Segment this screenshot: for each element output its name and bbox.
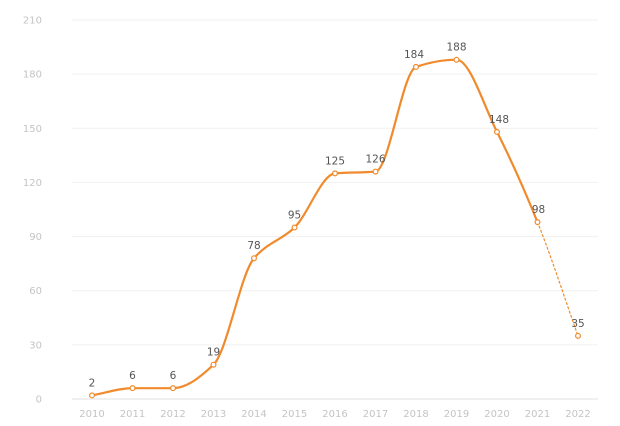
x-tick-label: 2014 bbox=[241, 409, 266, 420]
data-label: 95 bbox=[288, 210, 301, 222]
data-label: 126 bbox=[365, 154, 385, 166]
data-point bbox=[372, 168, 379, 175]
data-label: 2 bbox=[89, 377, 96, 389]
data-point bbox=[88, 392, 95, 399]
data-point bbox=[291, 224, 298, 231]
x-tick-label: 2013 bbox=[201, 409, 226, 420]
x-tick-label: 2012 bbox=[160, 409, 185, 420]
series-line-forecast bbox=[536, 221, 579, 337]
x-tick-label: 2020 bbox=[484, 409, 509, 420]
y-tick-label: 120 bbox=[23, 178, 42, 189]
data-label: 78 bbox=[247, 240, 260, 252]
data-points bbox=[88, 56, 581, 399]
data-label: 184 bbox=[404, 49, 424, 61]
data-point bbox=[534, 219, 541, 226]
data-point bbox=[413, 63, 420, 70]
x-tick-label: 2015 bbox=[282, 409, 307, 420]
data-label: 188 bbox=[446, 42, 466, 54]
y-tick-label: 180 bbox=[23, 70, 42, 81]
x-tick-label: 2019 bbox=[444, 409, 469, 420]
data-point bbox=[453, 56, 460, 63]
data-label: 98 bbox=[532, 204, 545, 216]
data-label: 125 bbox=[325, 155, 345, 167]
y-tick-label: 0 bbox=[36, 395, 42, 406]
data-point bbox=[332, 170, 339, 177]
data-point bbox=[210, 361, 217, 368]
data-labels: 2 6 6 19 78 95 125 126 184 188 148 98 35 bbox=[89, 42, 585, 390]
y-tick-label: 90 bbox=[29, 232, 42, 243]
data-point bbox=[170, 385, 177, 392]
data-point bbox=[129, 385, 136, 392]
data-label: 6 bbox=[170, 370, 177, 382]
x-tick-label: 2016 bbox=[322, 409, 347, 420]
data-point bbox=[494, 128, 501, 135]
x-tick-label: 2021 bbox=[525, 409, 550, 420]
y-tick-label: 30 bbox=[29, 340, 42, 351]
gridlines bbox=[72, 19, 598, 400]
x-tick-label: 2022 bbox=[565, 409, 590, 420]
x-axis-tick-labels: 2010 2011 2012 2013 2014 2015 2016 2017 2018 2019… bbox=[79, 409, 590, 420]
y-tick-label: 150 bbox=[23, 124, 42, 135]
data-point bbox=[251, 255, 258, 262]
data-label: 148 bbox=[489, 114, 509, 126]
x-tick-label: 2010 bbox=[79, 409, 104, 420]
y-tick-label: 210 bbox=[23, 16, 42, 27]
x-tick-label: 2018 bbox=[403, 409, 428, 420]
data-point bbox=[574, 332, 581, 339]
data-label: 19 bbox=[207, 347, 220, 359]
y-axis-tick-labels: 0 30 60 90 120 150 180 210 bbox=[23, 16, 42, 406]
x-tick-label: 2017 bbox=[363, 409, 388, 420]
y-tick-label: 60 bbox=[29, 286, 42, 297]
data-label: 6 bbox=[129, 370, 136, 382]
data-label: 35 bbox=[571, 318, 584, 330]
x-tick-label: 2011 bbox=[120, 409, 145, 420]
